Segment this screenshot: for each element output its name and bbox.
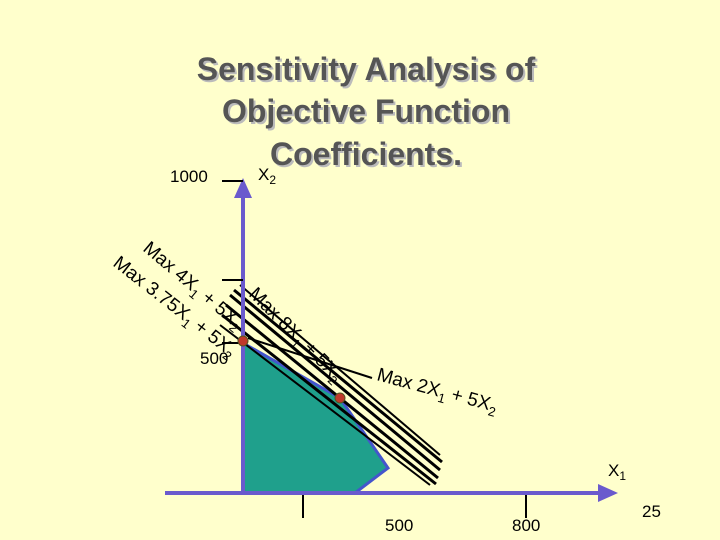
x-axis-label: X1 xyxy=(608,461,626,483)
objective-line xyxy=(219,324,431,486)
title-line: Objective Function xyxy=(222,93,510,129)
y-arrow xyxy=(234,178,252,198)
label-sub: 1 xyxy=(619,469,626,483)
x-arrow xyxy=(598,484,618,502)
slide-number: 25 xyxy=(642,502,661,521)
x-tick-label: 500 xyxy=(385,516,413,535)
y-tick-label: 500 xyxy=(200,349,228,368)
objective-line xyxy=(225,303,439,480)
objective-line xyxy=(233,288,443,464)
y-tick-label: 1000 xyxy=(170,167,208,186)
extreme-point xyxy=(334,392,346,404)
objective-line xyxy=(239,284,441,456)
title-shadow: Sensitivity Analysis of xyxy=(199,53,538,89)
ticks xyxy=(222,180,527,518)
label-sub: 2 xyxy=(269,173,276,187)
title: Sensitivity Analysis of Objective Functi… xyxy=(197,51,538,174)
y-axis-label: X2 xyxy=(258,165,276,187)
x-tick-label: 800 xyxy=(512,516,540,535)
label-part: X xyxy=(608,461,619,480)
title-shadow: Objective Function xyxy=(224,95,512,131)
label-part: X xyxy=(258,165,269,184)
title-line: Sensitivity Analysis of xyxy=(197,51,536,87)
objective-line xyxy=(247,337,373,379)
objective-line xyxy=(229,293,441,472)
objective-lines xyxy=(219,284,443,486)
objective-line xyxy=(221,313,437,486)
extreme-point xyxy=(237,335,249,347)
label-sub: 1 xyxy=(436,390,447,406)
title-line: Coefficients. xyxy=(270,136,462,172)
label-sub: 2 xyxy=(487,403,498,419)
title-shadow: Coefficients. xyxy=(272,138,464,174)
